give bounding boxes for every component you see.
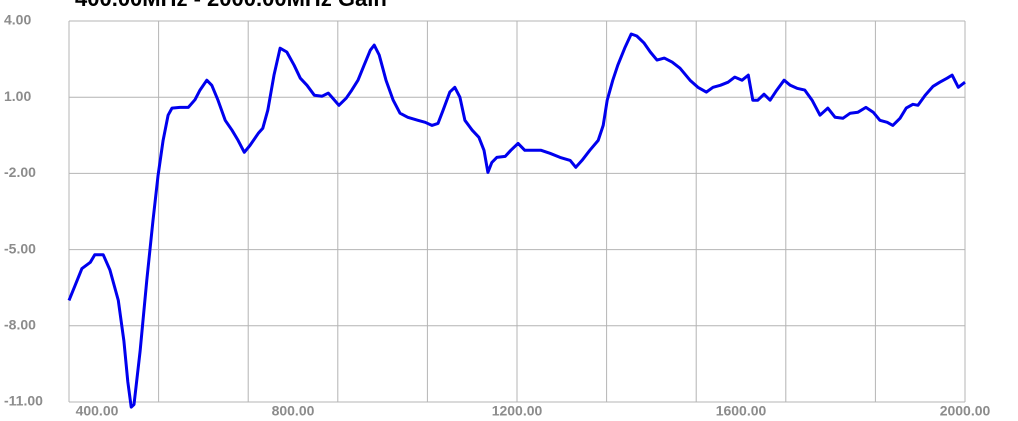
x-tick-label: 1600.00 — [716, 403, 767, 419]
x-tick-label: 800.00 — [272, 403, 315, 419]
y-tick-label: -11.00 — [4, 393, 43, 409]
x-tick-label: 400.00 — [76, 403, 119, 419]
y-tick-label: -8.00 — [4, 317, 36, 333]
x-tick-label: 1200.00 — [492, 403, 543, 419]
gain-line — [67, 32, 966, 409]
y-tick-label: -5.00 — [4, 240, 36, 256]
y-tick-label: -2.00 — [4, 164, 36, 180]
x-tick-label: 2000.00 — [940, 403, 991, 419]
chart-title: 400.00MHz - 2000.00MHz Gain — [75, 0, 387, 11]
y-tick-label: 4.00 — [4, 12, 31, 28]
y-tick-label: 1.00 — [4, 88, 31, 104]
vertical-grid — [68, 21, 966, 402]
